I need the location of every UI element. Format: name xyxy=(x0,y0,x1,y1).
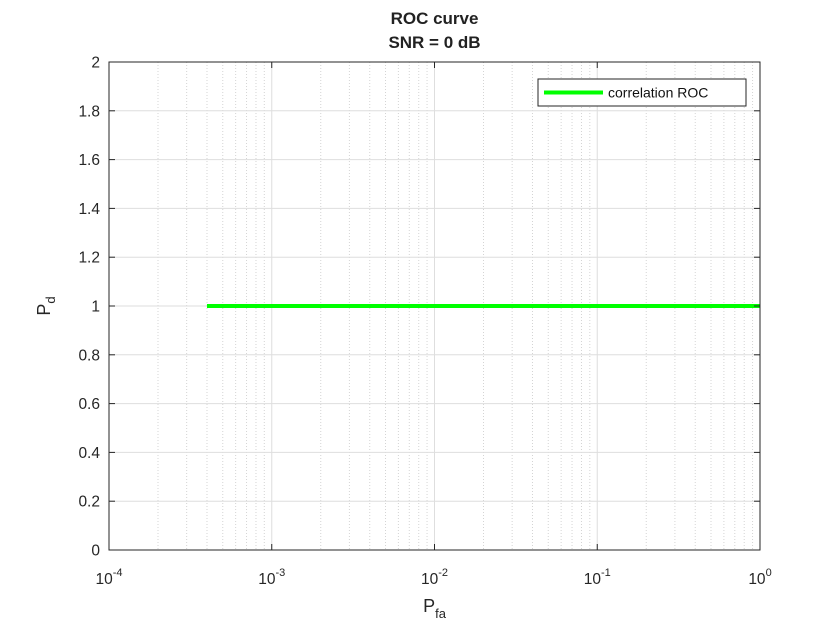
x-axis-label-main: P xyxy=(423,596,435,616)
y-tick-label: 0.6 xyxy=(78,396,100,413)
legend-label: correlation ROC xyxy=(608,85,708,101)
chart-title: ROC curve xyxy=(391,9,479,28)
x-axis-label-sub: fa xyxy=(435,606,447,621)
y-tick-label: 1.4 xyxy=(78,201,100,218)
y-axis-label-main: P xyxy=(34,304,54,316)
y-tick-label: 1.6 xyxy=(78,152,100,169)
x-tick-label: 10-3 xyxy=(258,567,285,588)
y-tick-label: 1.2 xyxy=(78,250,100,267)
y-axis-label: Pd xyxy=(34,296,58,315)
x-axis-label: Pfa xyxy=(423,596,447,621)
x-tick-label: 10-4 xyxy=(95,567,122,588)
x-tick-label: 10-1 xyxy=(584,567,611,588)
x-tick-label: 100 xyxy=(748,567,771,588)
chart-subtitle: SNR = 0 dB xyxy=(388,33,480,52)
y-tick-label: 0.8 xyxy=(78,347,100,364)
y-tick-label: 2 xyxy=(91,55,100,72)
y-tick-label: 0 xyxy=(91,543,100,560)
y-tick-label: 1 xyxy=(91,299,100,316)
y-tick-label: 1.8 xyxy=(78,103,100,120)
svg-text:Pd: Pd xyxy=(34,296,58,315)
x-tick-label: 10-2 xyxy=(421,567,448,588)
y-axis-label-sub: d xyxy=(43,296,58,303)
y-ticks: 0 0.2 0.4 0.6 0.8 1 1.2 1.4 1.6 1.8 2 xyxy=(78,55,760,560)
y-tick-label: 0.2 xyxy=(78,494,100,511)
legend: correlation ROC xyxy=(537,78,747,107)
y-tick-label: 0.4 xyxy=(78,445,100,462)
x-ticks: 10-4 10-3 10-2 10-1 100 xyxy=(95,62,772,588)
